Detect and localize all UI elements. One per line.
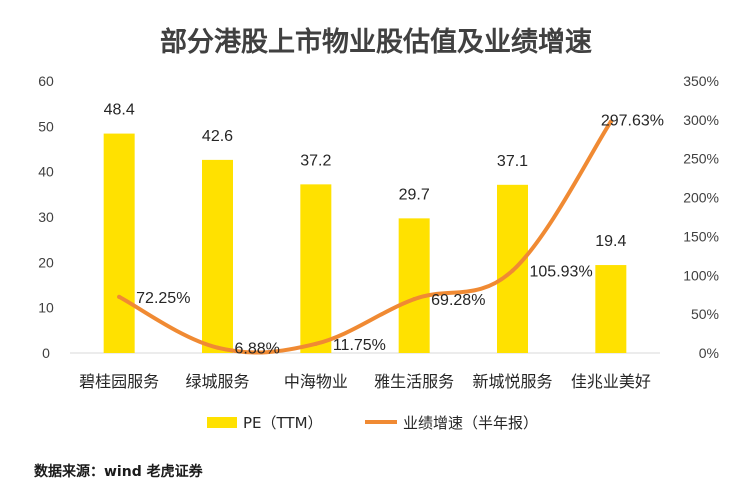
category-label: 碧桂园服务 — [79, 372, 159, 391]
left-axis: 0 10 20 30 40 50 60 — [38, 73, 54, 361]
bar — [595, 265, 627, 353]
line-data-label: 105.93% — [530, 264, 593, 281]
line-point — [412, 297, 417, 302]
legend-line-label: 业绩增速（半年报） — [403, 414, 538, 432]
chart-title: 部分港股上市物业股估值及业绩增速 — [160, 26, 592, 58]
left-axis-tick-label: 30 — [38, 209, 54, 225]
line-point — [608, 119, 613, 124]
line-data-label: 69.28% — [431, 292, 485, 309]
source-note: 数据来源：wind 老虎证券 — [34, 464, 203, 480]
bar-data-label: 19.4 — [595, 233, 626, 250]
left-axis-tick-label: 60 — [38, 73, 54, 89]
category-label: 雅生活服务 — [374, 372, 454, 391]
right-axis-tick-label: 150% — [683, 228, 719, 244]
line-data-label: 72.25% — [136, 290, 190, 307]
right-axis-tick-label: 0% — [699, 345, 719, 361]
category-labels: 碧桂园服务 绿城服务 中海物业 雅生活服务 新城悦服务 佳兆业美好 — [79, 372, 651, 391]
right-axis-tick-label: 300% — [683, 112, 719, 128]
line-point — [510, 268, 515, 273]
bar-data-labels: 48.4 42.6 37.2 29.7 37.1 19.4 — [104, 102, 627, 250]
right-axis-tick-label: 200% — [683, 190, 719, 206]
line-series — [117, 119, 613, 355]
right-axis: 0% 50% 100% 150% 200% 250% 300% 350% — [683, 73, 719, 361]
bar-data-label: 42.6 — [202, 128, 233, 145]
category-label: 绿城服务 — [185, 372, 249, 391]
line-data-labels: 72.25% 6.88% 11.75% 69.28% 105.93% 297.63% — [136, 113, 664, 358]
bar — [398, 218, 430, 353]
left-axis-tick-label: 10 — [38, 300, 54, 316]
category-label: 新城悦服务 — [472, 372, 552, 391]
bar — [202, 159, 233, 353]
right-axis-tick-label: 250% — [683, 151, 719, 167]
right-axis-tick-label: 50% — [691, 306, 719, 322]
line-point — [215, 345, 220, 350]
bar — [300, 184, 332, 353]
bar — [103, 133, 135, 353]
line-data-label: 297.63% — [601, 113, 664, 130]
left-axis-tick-label: 40 — [38, 164, 54, 180]
legend-bar-label: PE（TTM） — [243, 414, 323, 432]
bar-data-label: 37.1 — [497, 153, 528, 170]
bar-data-label: 48.4 — [104, 102, 135, 119]
growth-line — [117, 119, 613, 355]
line-data-label: 6.88% — [235, 341, 280, 358]
line-point — [313, 341, 318, 346]
bar-series — [103, 133, 627, 353]
category-label: 中海物业 — [284, 372, 348, 391]
legend-bar-swatch — [207, 417, 237, 428]
bar-data-label: 37.2 — [300, 152, 331, 169]
right-axis-tick-label: 100% — [683, 267, 719, 283]
line-data-label: 11.75% — [333, 337, 386, 354]
left-axis-tick-label: 50 — [38, 118, 54, 134]
right-axis-tick-label: 350% — [683, 73, 719, 89]
bar-data-label: 29.7 — [399, 186, 430, 203]
legend: PE（TTM） 业绩增速（半年报） — [207, 414, 538, 432]
line-point — [117, 294, 122, 299]
category-label: 佳兆业美好 — [571, 372, 651, 391]
left-axis-tick-label: 20 — [38, 254, 54, 270]
left-axis-tick-label: 0 — [42, 345, 50, 361]
